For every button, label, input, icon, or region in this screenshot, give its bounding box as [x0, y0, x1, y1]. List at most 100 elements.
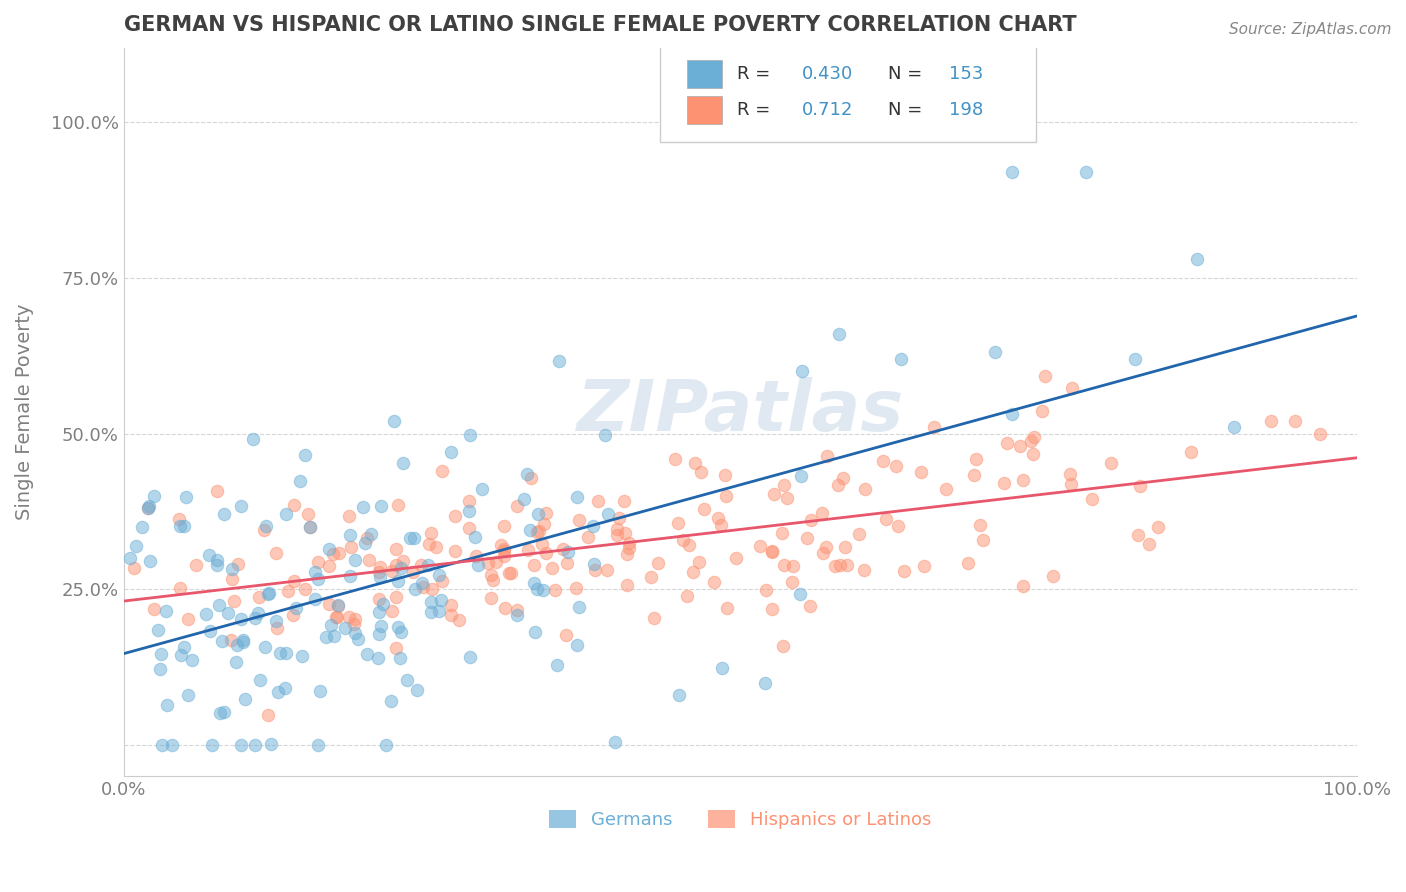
Hispanics or Latinos [770, 526, 793, 541]
Hispanics or Latinos [1284, 414, 1306, 428]
Hispanics or Latinos [586, 494, 609, 508]
Germans [890, 351, 912, 366]
Hispanics or Latinos [340, 541, 363, 555]
Hispanics or Latinos [1137, 537, 1160, 551]
Germans [516, 467, 538, 482]
Germans [291, 649, 314, 664]
Hispanics or Latinos [494, 601, 516, 615]
Hispanics or Latinos [811, 545, 834, 559]
Germans [315, 630, 337, 644]
Germans [419, 606, 441, 620]
Germans [506, 608, 529, 623]
Hispanics or Latinos [688, 555, 710, 569]
Hispanics or Latinos [1021, 447, 1043, 461]
Hispanics or Latinos [607, 511, 630, 525]
Hispanics or Latinos [853, 564, 876, 578]
Hispanics or Latinos [1180, 445, 1202, 459]
Hispanics or Latinos [449, 613, 471, 627]
Germans [352, 500, 374, 515]
Hispanics or Latinos [368, 592, 391, 607]
Germans [371, 598, 394, 612]
Germans [370, 618, 392, 632]
Hispanics or Latinos [773, 558, 796, 573]
Text: R =: R = [737, 65, 770, 83]
Hispanics or Latinos [169, 581, 191, 595]
Hispanics or Latinos [420, 525, 443, 540]
Germans [155, 604, 177, 618]
Hispanics or Latinos [832, 471, 855, 485]
Hispanics or Latinos [391, 554, 413, 568]
Germans [118, 551, 141, 566]
Hispanics or Latinos [796, 531, 818, 545]
Hispanics or Latinos [224, 594, 246, 608]
Hispanics or Latinos [754, 583, 776, 598]
Hispanics or Latinos [664, 452, 686, 467]
Hispanics or Latinos [703, 574, 725, 589]
Germans [318, 541, 340, 556]
Germans [211, 634, 233, 648]
Germans [368, 627, 391, 641]
Hispanics or Latinos [281, 607, 304, 622]
Hispanics or Latinos [325, 609, 347, 624]
Germans [565, 639, 588, 653]
Germans [405, 683, 427, 698]
Germans [221, 562, 243, 576]
Germans [460, 649, 482, 664]
Germans [274, 681, 297, 695]
Hispanics or Latinos [1060, 477, 1083, 491]
Hispanics or Latinos [534, 546, 557, 560]
Hispanics or Latinos [606, 522, 628, 536]
Text: GERMAN VS HISPANIC OR LATINO SINGLE FEMALE POVERTY CORRELATION CHART: GERMAN VS HISPANIC OR LATINO SINGLE FEMA… [124, 15, 1076, 35]
Hispanics or Latinos [555, 556, 578, 570]
Germans [343, 552, 366, 566]
Germans [149, 647, 172, 661]
Hispanics or Latinos [799, 599, 821, 613]
Hispanics or Latinos [613, 525, 636, 540]
Germans [323, 629, 346, 643]
Germans [598, 507, 620, 521]
Hispanics or Latinos [824, 559, 846, 574]
Text: 198: 198 [949, 102, 983, 120]
Germans [200, 624, 222, 638]
Hispanics or Latinos [969, 518, 991, 533]
Germans [411, 575, 433, 590]
Hispanics or Latinos [707, 511, 730, 525]
Hispanics or Latinos [387, 498, 409, 512]
Germans [1185, 252, 1208, 267]
Text: 153: 153 [949, 65, 983, 83]
Hispanics or Latinos [359, 552, 381, 566]
Germans [1222, 420, 1244, 434]
Hispanics or Latinos [827, 478, 849, 492]
Hispanics or Latinos [418, 537, 440, 551]
Germans [1001, 165, 1024, 179]
Hispanics or Latinos [761, 545, 783, 559]
Germans [464, 530, 486, 544]
Hispanics or Latinos [411, 558, 433, 573]
Text: 0.712: 0.712 [801, 102, 853, 120]
Germans [513, 491, 536, 506]
Hispanics or Latinos [1260, 414, 1282, 428]
Germans [217, 606, 239, 620]
Hispanics or Latinos [835, 558, 858, 572]
Hispanics or Latinos [578, 530, 600, 544]
Hispanics or Latinos [219, 632, 242, 647]
Germans [828, 327, 851, 342]
Hispanics or Latinos [527, 524, 550, 538]
Hispanics or Latinos [501, 566, 523, 580]
Hispanics or Latinos [1060, 381, 1083, 395]
Hispanics or Latinos [551, 542, 574, 557]
Germans [354, 535, 377, 549]
Hispanics or Latinos [326, 610, 349, 624]
Hispanics or Latinos [616, 547, 638, 561]
Hispanics or Latinos [402, 565, 425, 579]
Hispanics or Latinos [617, 536, 640, 550]
Germans [582, 519, 605, 533]
Text: N =: N = [889, 65, 922, 83]
Hispanics or Latinos [724, 550, 747, 565]
Germans [205, 558, 228, 573]
Hispanics or Latinos [420, 582, 443, 596]
Hispanics or Latinos [136, 501, 159, 516]
Germans [212, 705, 235, 719]
Germans [264, 614, 287, 628]
Germans [711, 661, 734, 675]
